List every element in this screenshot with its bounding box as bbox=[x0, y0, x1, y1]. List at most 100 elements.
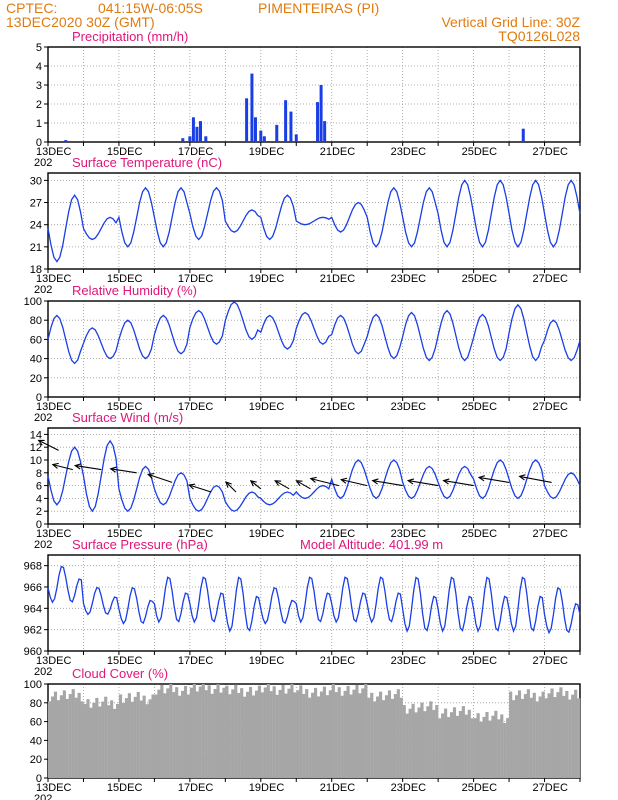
wind-arrow-head bbox=[109, 466, 117, 473]
cloud-cover-bar bbox=[322, 686, 327, 778]
cloud-cover-bar bbox=[59, 695, 63, 778]
cloud-cover-bar bbox=[494, 710, 498, 778]
precip-bar bbox=[195, 126, 199, 142]
cloud-cover-bar bbox=[133, 696, 137, 778]
wind-arrow-head bbox=[73, 463, 82, 470]
cloud-cover-bar bbox=[444, 708, 448, 778]
cloud-cover-bar bbox=[293, 692, 297, 778]
header-model-code: TQ0126L028 bbox=[498, 28, 580, 44]
cloud-cover-bar bbox=[175, 687, 179, 778]
cloud-cover-bar bbox=[181, 690, 185, 778]
cloud-cover-bar bbox=[420, 702, 424, 778]
header-run: 13DEC2020 30Z (GMT) bbox=[6, 14, 155, 30]
cloud-cover-bar bbox=[62, 690, 66, 778]
date-label: 27DEC bbox=[533, 401, 569, 413]
cloud-cover-bar bbox=[473, 718, 477, 778]
cloud-cover-bar bbox=[562, 695, 566, 778]
cloud-cover-bar bbox=[160, 684, 164, 778]
cloud-cover-bar bbox=[272, 686, 276, 778]
precip-bar bbox=[245, 98, 249, 142]
cloud-cover-bar bbox=[246, 691, 250, 778]
cloud-cover-bar bbox=[101, 701, 105, 778]
panel-title: Relative Humidity (%) bbox=[72, 283, 197, 298]
panel-title: Surface Wind (m/s) bbox=[72, 410, 183, 425]
precip-bar bbox=[188, 136, 192, 142]
date-label: 23DEC bbox=[391, 401, 427, 413]
y-tick-label: 2 bbox=[36, 506, 42, 518]
panel-frame bbox=[47, 554, 581, 652]
cloud-cover-bar bbox=[248, 686, 253, 778]
cloud-cover-bar bbox=[340, 695, 344, 778]
cloud-cover-bar bbox=[163, 693, 167, 778]
cloud-cover-bar bbox=[308, 697, 312, 778]
cloud-cover-bar bbox=[240, 688, 244, 778]
cloud-cover-bar bbox=[86, 699, 90, 778]
cloud-cover-bar bbox=[565, 690, 569, 778]
cloud-cover-bar bbox=[393, 694, 397, 778]
year-label: 202 bbox=[34, 284, 52, 296]
cloud-cover-bar bbox=[523, 694, 527, 778]
cloud-cover-bar bbox=[302, 693, 306, 778]
cloud-cover-bar bbox=[438, 718, 442, 778]
cloud-cover-bar bbox=[514, 695, 519, 778]
wind-arrow-head bbox=[295, 480, 303, 487]
y-tick-label: 0 bbox=[36, 137, 42, 149]
date-label: 23DEC bbox=[391, 273, 427, 285]
cloud-cover-bar bbox=[556, 692, 560, 778]
wind-arrow-head bbox=[225, 481, 232, 488]
y-tick-label: 0 bbox=[36, 773, 42, 785]
y-tick-label: 80 bbox=[30, 698, 42, 710]
y-tick-label: 12 bbox=[30, 442, 42, 454]
date-label: 15DEC bbox=[107, 528, 143, 540]
date-label: 25DEC bbox=[462, 782, 498, 794]
cloud-cover-bar bbox=[254, 690, 259, 778]
y-tick-label: 3 bbox=[36, 80, 42, 92]
wind-arrow-head bbox=[51, 462, 59, 469]
year-label: 202 bbox=[34, 412, 52, 424]
wind-arrow-head bbox=[518, 474, 526, 481]
wind-arrow-head bbox=[477, 475, 485, 482]
cloud-cover-bar bbox=[361, 688, 365, 778]
precip-bar bbox=[294, 134, 298, 142]
cloud-cover-bar bbox=[115, 704, 120, 778]
cloud-cover-bar bbox=[455, 715, 460, 778]
cloud-cover-bar bbox=[53, 691, 58, 778]
y-tick-label: 0 bbox=[36, 519, 42, 531]
y-tick-label: 0 bbox=[36, 392, 42, 404]
y-tick-label: 100 bbox=[24, 679, 42, 691]
cloud-cover-bar bbox=[512, 700, 516, 778]
date-label: 13DEC bbox=[36, 528, 72, 540]
y-tick-label: 2 bbox=[36, 99, 42, 111]
cloud-cover-bar bbox=[408, 708, 412, 778]
cloud-cover-bar bbox=[429, 701, 433, 778]
cloud-cover-bar bbox=[479, 721, 483, 778]
panel-title: Precipitation (mm/h) bbox=[72, 29, 188, 44]
cloud-cover-bar bbox=[219, 692, 223, 778]
cloud-cover-bar bbox=[547, 693, 551, 778]
date-label: 17DEC bbox=[178, 146, 214, 158]
cloud-cover-bar bbox=[275, 694, 279, 778]
cloud-cover-bar bbox=[470, 718, 474, 778]
panel-frame bbox=[47, 172, 581, 270]
date-label: 21DEC bbox=[320, 655, 356, 667]
y-tick-label: 21 bbox=[30, 242, 42, 254]
y-tick-label: 968 bbox=[24, 561, 42, 573]
cloud-cover-bar bbox=[568, 699, 572, 778]
y-tick-label: 40 bbox=[30, 735, 42, 747]
wind-arrow-shaft bbox=[225, 481, 237, 493]
cloud-cover-bar bbox=[124, 698, 128, 778]
cloud-cover-bar bbox=[50, 696, 55, 778]
cloud-cover-bar bbox=[541, 691, 545, 778]
wind-arrow-head bbox=[309, 476, 317, 483]
date-label: 13DEC bbox=[36, 146, 72, 158]
cloud-cover-bar bbox=[266, 684, 270, 778]
cloud-cover-bar bbox=[154, 694, 158, 778]
cloud-cover-bar bbox=[118, 694, 123, 778]
precip-bar bbox=[191, 117, 195, 142]
cloud-cover-bar bbox=[417, 707, 421, 778]
cloud-cover-bar bbox=[257, 685, 261, 778]
y-tick-label: 40 bbox=[30, 354, 42, 366]
wind-speed-line bbox=[47, 439, 581, 513]
cloud-cover-bar bbox=[411, 703, 415, 778]
